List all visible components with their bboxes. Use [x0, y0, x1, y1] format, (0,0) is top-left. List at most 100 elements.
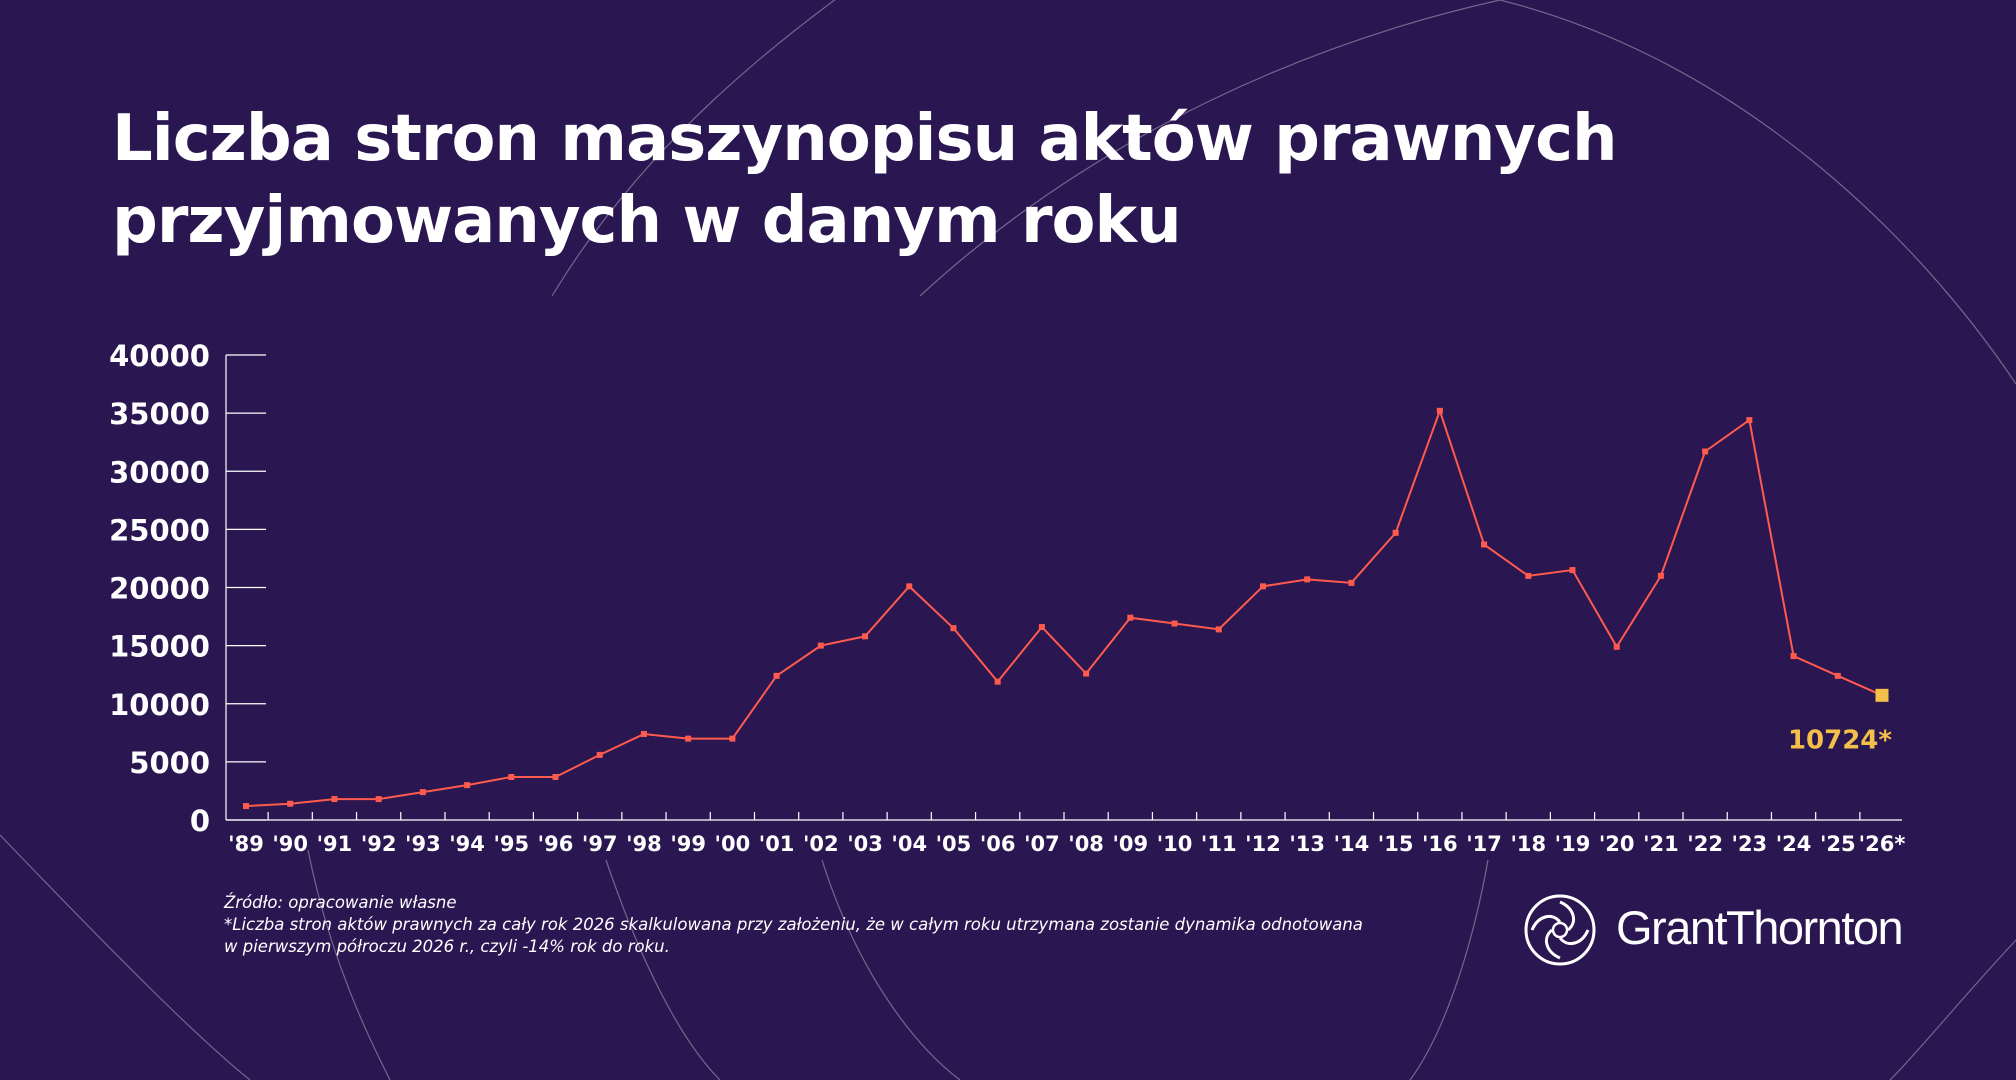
- y-tick-label: 5000: [129, 746, 210, 780]
- data-point: [419, 789, 426, 796]
- x-tick-label: '22: [1687, 832, 1723, 856]
- data-point: [1834, 672, 1841, 679]
- y-tick-label: 25000: [109, 513, 210, 547]
- y-tick-label: 0: [190, 804, 210, 838]
- data-point: [331, 796, 338, 803]
- x-tick-label: '10: [1157, 832, 1193, 856]
- decorative-arc: [1889, 939, 2016, 1080]
- footnote-line: *Liczba stron aktów prawnych za cały rok…: [224, 915, 1363, 934]
- data-point: [1702, 448, 1709, 455]
- data-point: [596, 751, 603, 758]
- x-tick-label: '25: [1820, 832, 1856, 856]
- data-point: [862, 633, 869, 640]
- data-point: [1481, 541, 1488, 548]
- data-point: [1083, 670, 1090, 677]
- x-tick-label: '92: [361, 832, 397, 856]
- data-point: [243, 803, 249, 810]
- decorative-arc: [1499, 0, 2016, 385]
- data-point: [685, 735, 692, 742]
- x-tick-label: '05: [936, 832, 972, 856]
- x-tick-label: '08: [1068, 832, 1104, 856]
- x-tick-label: '16: [1422, 832, 1458, 856]
- grant-thornton-logo: GrantThornton: [1524, 894, 1904, 966]
- data-point: [1613, 643, 1620, 650]
- x-tick-label: '19: [1555, 832, 1591, 856]
- data-point: [729, 735, 736, 742]
- data-point: [1790, 653, 1797, 660]
- source-note: Źródło: opracowanie własne *Liczba stron…: [224, 892, 1424, 958]
- y-tick-label: 20000: [109, 572, 210, 606]
- x-tick-label: '09: [1112, 832, 1148, 856]
- y-tick-label: 10000: [109, 688, 210, 722]
- decorative-arc: [605, 859, 721, 1080]
- x-tick-label: '02: [803, 832, 839, 856]
- decorative-arc: [919, 0, 1501, 297]
- grant-thornton-logo-icon: [1524, 894, 1596, 966]
- x-tick-label: '17: [1466, 832, 1502, 856]
- decorative-arc: [821, 859, 961, 1080]
- data-point: [906, 583, 913, 590]
- data-point: [1525, 572, 1532, 579]
- data-point: [994, 678, 1001, 685]
- x-tick-label: '98: [626, 832, 662, 856]
- title-line-2: przyjmowanych w danym roku: [112, 184, 1182, 258]
- x-tick-label: '95: [493, 832, 529, 856]
- x-tick-label: '94: [449, 832, 485, 856]
- x-tick-label: '90: [272, 832, 308, 856]
- x-tick-label: '07: [1024, 832, 1060, 856]
- data-point: [375, 796, 382, 803]
- data-point: [1215, 626, 1222, 633]
- data-point: [1038, 624, 1045, 631]
- x-tick-label: '04: [891, 832, 927, 856]
- y-tick-label: 30000: [109, 455, 210, 489]
- x-tick-label: '01: [759, 832, 795, 856]
- decorative-arc: [1409, 859, 1489, 1080]
- x-tick-label: '91: [317, 832, 353, 856]
- data-point: [1171, 620, 1178, 627]
- x-tick-label: '21: [1643, 832, 1679, 856]
- x-tick-label: '93: [405, 832, 441, 856]
- decorative-arc: [0, 834, 251, 1080]
- source-line: Źródło: opracowanie własne: [224, 893, 457, 912]
- x-tick-label: '97: [582, 832, 618, 856]
- decorative-arc: [551, 0, 836, 297]
- footnote-line: w pierwszym półroczu 2026 r., czyli -14%…: [224, 937, 670, 956]
- x-tick-label: '03: [847, 832, 883, 856]
- y-tick-label: 35000: [109, 397, 210, 431]
- x-tick-label: '96: [538, 832, 574, 856]
- data-point: [1657, 572, 1664, 579]
- data-point: [1348, 579, 1355, 586]
- decorative-arc: [307, 849, 391, 1080]
- data-point: [1259, 583, 1266, 590]
- data-point: [552, 773, 559, 780]
- annotation-label: 10724*: [1788, 725, 1892, 755]
- y-tick-label: 40000: [109, 339, 210, 373]
- series-line: [245, 407, 1883, 808]
- data-point: [640, 730, 647, 737]
- data-point: [950, 625, 957, 632]
- x-tick-label: '99: [670, 832, 706, 856]
- x-tick-label: '11: [1201, 832, 1237, 856]
- x-tick-label: '15: [1378, 832, 1414, 856]
- data-point: [1569, 567, 1576, 574]
- x-tick-label: '23: [1732, 832, 1768, 856]
- data-point: [1436, 407, 1443, 414]
- x-tick-label: '06: [980, 832, 1016, 856]
- x-tick-label: '89: [228, 832, 264, 856]
- x-tick-label: '26*: [1859, 832, 1906, 856]
- data-point: [773, 672, 780, 679]
- x-tick-label: '18: [1510, 832, 1546, 856]
- chart-title: Liczba stron maszynopisu aktów prawnych …: [112, 98, 1812, 262]
- data-point: [1746, 417, 1753, 424]
- data-point: [817, 642, 824, 649]
- data-point: [1127, 614, 1134, 621]
- title-line-1: Liczba stron maszynopisu aktów prawnych: [112, 102, 1618, 176]
- y-tick-label: 15000: [109, 630, 210, 664]
- data-point: [508, 773, 515, 780]
- brand-name: GrantThornton: [1616, 901, 1904, 954]
- x-tick-label: '13: [1289, 832, 1325, 856]
- x-tick-label: '12: [1245, 832, 1281, 856]
- x-tick-label: '14: [1334, 832, 1370, 856]
